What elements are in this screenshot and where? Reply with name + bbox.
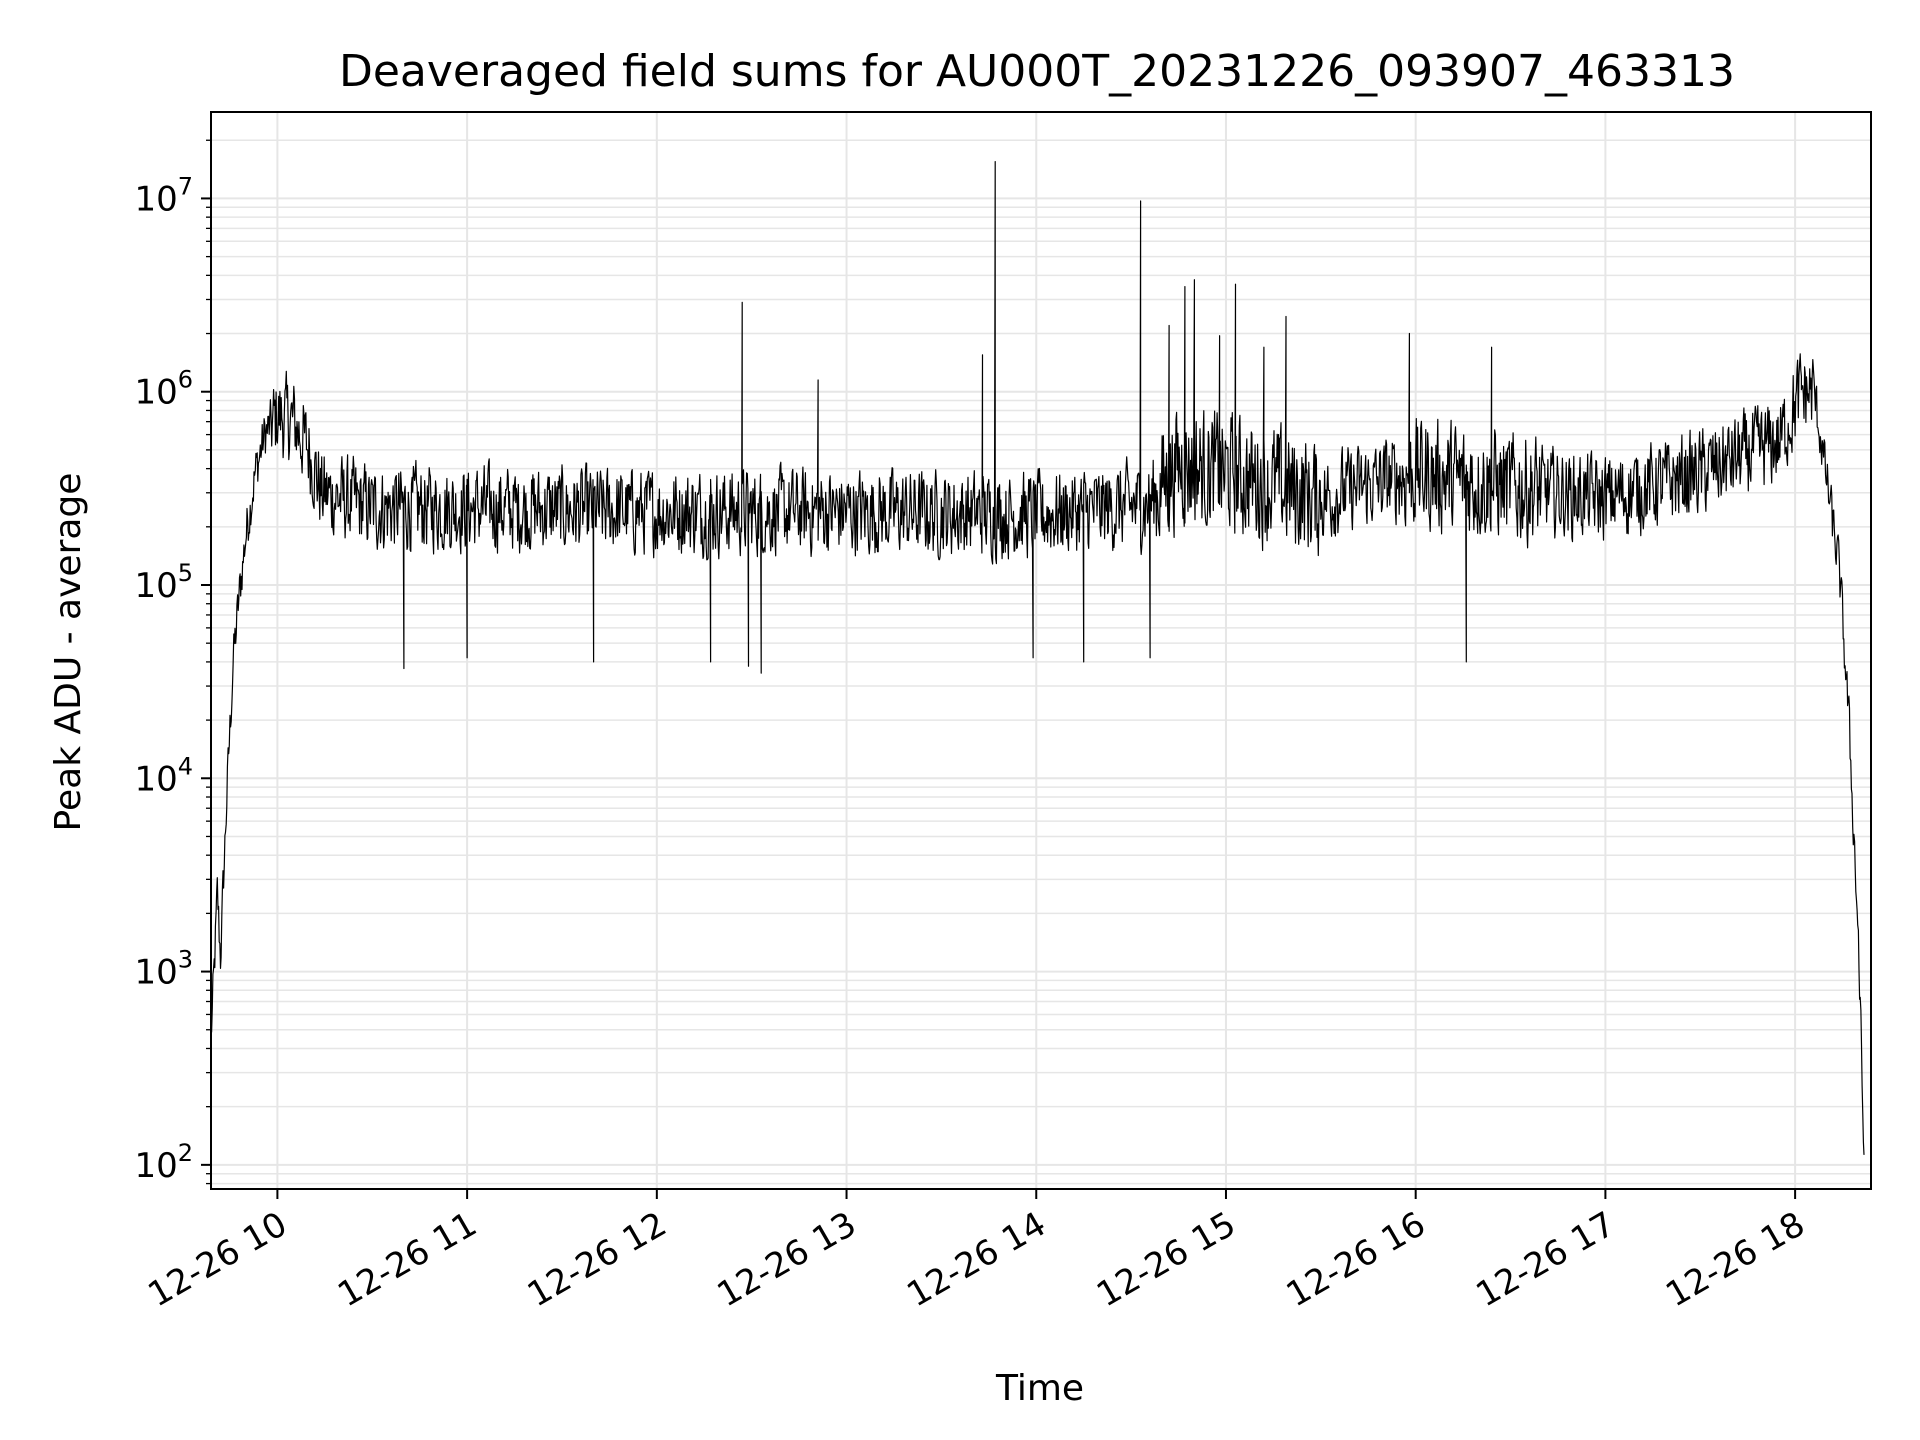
plot-area	[210, 111, 1872, 1190]
y-axis-label: Peak ADU - average	[48, 473, 89, 832]
y-tick-label: 107	[134, 172, 193, 219]
chart-title: Deaveraged field sums for AU000T_2023122…	[339, 46, 1735, 97]
series-line	[210, 161, 1865, 1155]
y-tick-label: 102	[134, 1139, 193, 1186]
series-layer	[210, 161, 1865, 1155]
y-tick-label: 103	[134, 946, 193, 993]
y-axis: 102 103 104 105 106 107	[134, 139, 211, 1186]
grid-lines	[211, 112, 1871, 1189]
y-tick-label: 106	[134, 366, 193, 413]
y-tick-label: 105	[134, 559, 193, 606]
plot-frame	[210, 111, 1872, 1190]
y-tick-label: 104	[134, 752, 193, 799]
x-axis-label: Time	[995, 1368, 1084, 1409]
